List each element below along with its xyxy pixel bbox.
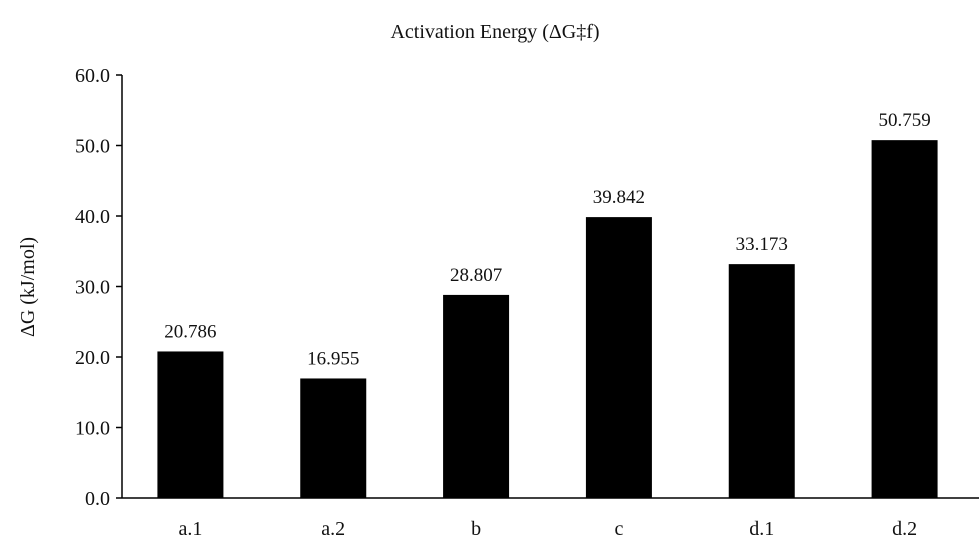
bar-b	[443, 294, 510, 498]
bar-d.1	[728, 264, 795, 498]
x-axis-labels: a.1 a.2 b c d.1 d.2	[178, 518, 917, 540]
bar-a.2	[300, 378, 367, 498]
data-labels-group: 20.786 16.955 28.807 39.842 33.173 50.759	[164, 110, 930, 369]
y-tick-label: 50.0	[75, 136, 110, 158]
y-tick-label: 20.0	[75, 347, 110, 369]
data-label-a.1: 20.786	[164, 321, 216, 342]
bar-c	[585, 217, 652, 499]
y-axis-title: ΔG (kJ/mol)	[17, 237, 39, 337]
y-axis-ticks: 0.0 10.0 20.0 30.0 40.0 50.0 60.0	[75, 65, 122, 510]
bar-d.2	[871, 140, 938, 498]
x-tick-label: a.2	[321, 518, 345, 540]
data-label-d.2: 50.759	[878, 110, 930, 131]
chart-title: Activation Energy (ΔG‡f)	[390, 21, 599, 43]
bar-a.1	[157, 351, 224, 498]
data-label-d.1: 33.173	[736, 234, 788, 255]
x-tick-label: c	[614, 518, 623, 540]
y-tick-label: 60.0	[75, 65, 110, 87]
x-tick-label: b	[471, 518, 481, 540]
y-tick-label: 0.0	[85, 488, 110, 510]
data-label-c: 39.842	[593, 187, 645, 208]
x-tick-label: a.1	[178, 518, 202, 540]
y-tick-label: 40.0	[75, 206, 110, 228]
data-label-a.2: 16.955	[307, 348, 359, 369]
x-tick-label: d.2	[892, 518, 917, 540]
x-tick-label: d.1	[749, 518, 774, 540]
y-tick-label: 10.0	[75, 418, 110, 440]
data-label-b: 28.807	[450, 265, 502, 286]
y-tick-label: 30.0	[75, 277, 110, 299]
bars-group	[157, 140, 938, 499]
